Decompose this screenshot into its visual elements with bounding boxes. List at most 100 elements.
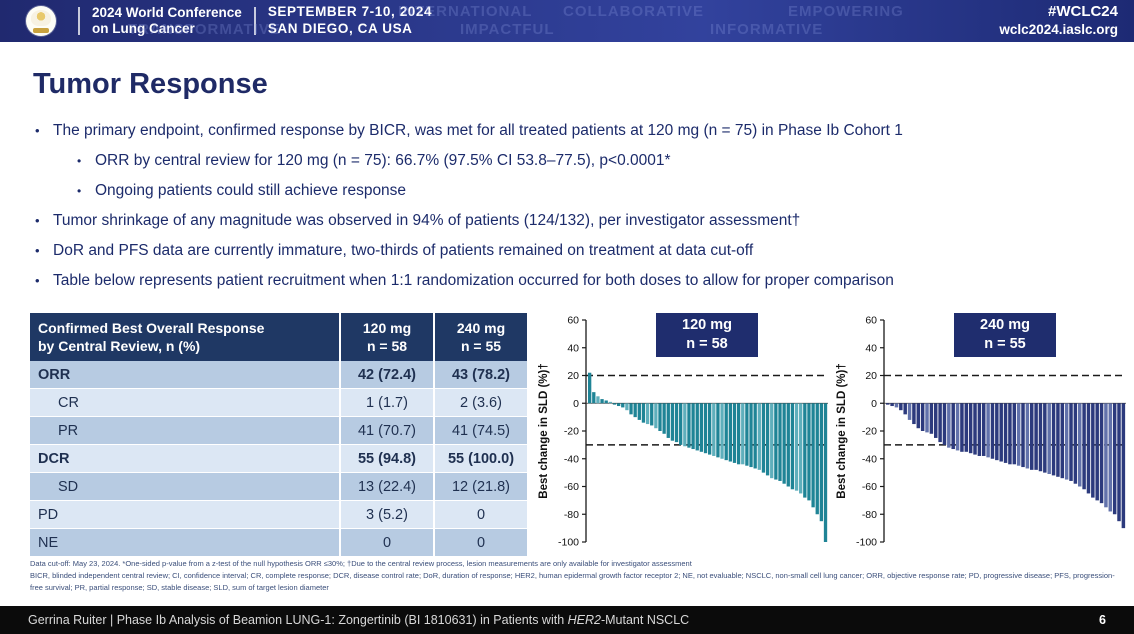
patient-bar <box>654 403 658 429</box>
table-row: NE 0 0 <box>30 528 527 557</box>
patient-bar <box>1030 403 1034 470</box>
patient-bar <box>1056 403 1060 477</box>
bullet-text: ORR by central review for 120 mg (n = 75… <box>95 152 671 169</box>
y-tick-label: -100 <box>856 537 877 549</box>
y-tick-label: 20 <box>567 370 579 382</box>
patient-bar <box>1086 403 1091 494</box>
slide-page-number: 6 <box>1099 613 1106 627</box>
row-value-240mg: 2 (3.6) <box>433 388 527 417</box>
patient-bar <box>1073 403 1078 484</box>
patient-bar <box>955 403 960 451</box>
table-row: ORR 42 (72.4) 43 (78.2) <box>30 361 527 389</box>
y-tick-label: 40 <box>865 342 877 354</box>
patient-bar <box>973 403 977 455</box>
patient-bar <box>745 403 749 466</box>
bullet-marker-icon: • <box>77 184 82 198</box>
patient-bar <box>1060 403 1065 479</box>
header-bar: INTERNATIONAL COLLABORATIVE EMPOWERING TRAN… <box>0 0 1134 42</box>
y-tick-label: -40 <box>564 453 579 465</box>
conference-name: 2024 World Conference on Lung Cancer <box>92 5 242 37</box>
patient-bar <box>947 403 951 448</box>
bullet-item: • Tumor shrinkage of any magnitude was ob… <box>33 206 903 236</box>
patient-bar <box>741 403 745 465</box>
citation-suffix: -Mutant NSCLC <box>600 613 690 627</box>
patient-bar <box>916 403 921 429</box>
waterfall-bars <box>886 403 1126 529</box>
table-row: SD 13 (22.4) 12 (21.8) <box>30 472 527 501</box>
footer-bar: Gerrina Ruiter | Phase Ib Analysis of Be… <box>0 606 1134 634</box>
footnote-datacutoff: Data cut-off: May 23, 2024. *One-sided p… <box>30 559 692 568</box>
patient-bar <box>691 403 695 450</box>
bullet-item: • DoR and PFS data are currently immature… <box>33 236 903 266</box>
table-row: PR 41 (70.7) 41 (74.5) <box>30 416 527 445</box>
patient-bar <box>600 399 604 404</box>
y-tick-label: -100 <box>558 537 579 549</box>
footnote-abbreviations: BICR, blinded independent central review… <box>30 571 1115 592</box>
conference-website[interactable]: wclc2024.iaslc.org <box>999 21 1118 37</box>
header-right: #WCLC24 wclc2024.iaslc.org <box>999 3 1134 39</box>
patient-bar <box>964 403 969 452</box>
patient-bar <box>1051 403 1056 476</box>
patient-bar <box>938 403 942 443</box>
patient-bar <box>629 403 633 415</box>
patient-bar <box>1082 403 1086 490</box>
table-row: PD 3 (5.2) 0 <box>30 500 527 529</box>
row-label: PD <box>30 500 340 529</box>
row-value-240mg: 0 <box>433 500 527 529</box>
waterfall-svg: 60 40 20 0 -20 -40 -60 -80 -100 Best change in SL… <box>538 315 828 549</box>
patient-bar <box>1069 403 1073 481</box>
conference-location: SAN DIEGO, CA USA <box>267 21 413 36</box>
patient-bar <box>588 372 592 404</box>
citation: Gerrina Ruiter | Phase Ib Analysis of Be… <box>28 613 689 627</box>
row-label: ORR <box>30 361 340 389</box>
table-header-response: Confirmed Best Overall Response by Centr… <box>30 313 340 361</box>
patient-bar <box>679 403 683 445</box>
patient-bar <box>703 403 708 454</box>
y-tick-label: -80 <box>862 509 877 521</box>
patient-bar <box>757 403 761 470</box>
table-row: CR 1 (1.7) 2 (3.6) <box>30 388 527 417</box>
patient-bar <box>912 403 916 425</box>
patient-bar <box>786 403 790 487</box>
patient-bar <box>794 403 799 491</box>
header-divider <box>253 7 256 35</box>
y-tick-label: -40 <box>862 453 877 465</box>
patient-bar <box>799 403 803 494</box>
patient-bar <box>886 403 890 405</box>
row-value-240mg: 0 <box>433 528 527 557</box>
patient-bar <box>645 403 650 425</box>
y-tick-label: -60 <box>862 481 877 493</box>
waterfall-bars <box>588 372 828 542</box>
patient-bar <box>1095 403 1099 501</box>
patient-bar <box>790 403 795 490</box>
conference-date: SEPTEMBER 7-10, 2024 <box>267 4 433 20</box>
y-axis: 60 40 20 0 -20 -40 -60 -80 -100 <box>558 315 587 549</box>
row-value-240mg: 12 (21.8) <box>433 472 527 501</box>
patient-bar <box>995 403 999 461</box>
patient-bar <box>708 403 712 455</box>
patient-bar <box>803 403 807 498</box>
bullet-text: Table below represents patient recruitme… <box>53 272 894 289</box>
table-header-120mg-line1: 120 mg <box>362 319 412 336</box>
patient-bar <box>960 403 964 452</box>
conference-name-line2: on Lung Cancer <box>92 21 195 36</box>
row-value-240mg: 55 (100.0) <box>433 444 527 473</box>
row-value-120mg: 3 (5.2) <box>339 500 434 529</box>
table-header-240mg: 240 mg n = 55 <box>433 313 527 361</box>
patient-bar <box>894 403 899 408</box>
patient-bar <box>929 403 934 434</box>
bullet-marker-icon: • <box>77 154 82 168</box>
patient-bar <box>942 403 947 445</box>
patient-bar <box>716 403 720 458</box>
bullet-text: Tumor shrinkage of any magnitude was obs… <box>53 212 801 229</box>
patient-bar <box>1064 403 1069 480</box>
row-label: PR <box>30 416 340 445</box>
bullet-item: • The primary endpoint, confirmed respons… <box>33 116 903 146</box>
patient-bar <box>1008 403 1012 465</box>
patient-bar <box>633 403 637 418</box>
bullet-item: • Ongoing patients could still achieve re… <box>33 176 903 206</box>
header-watermark-text: IMPACTFUL <box>460 21 555 38</box>
patient-bar <box>968 403 973 454</box>
patient-bar <box>925 403 929 433</box>
row-value-120mg: 41 (70.7) <box>339 416 434 445</box>
